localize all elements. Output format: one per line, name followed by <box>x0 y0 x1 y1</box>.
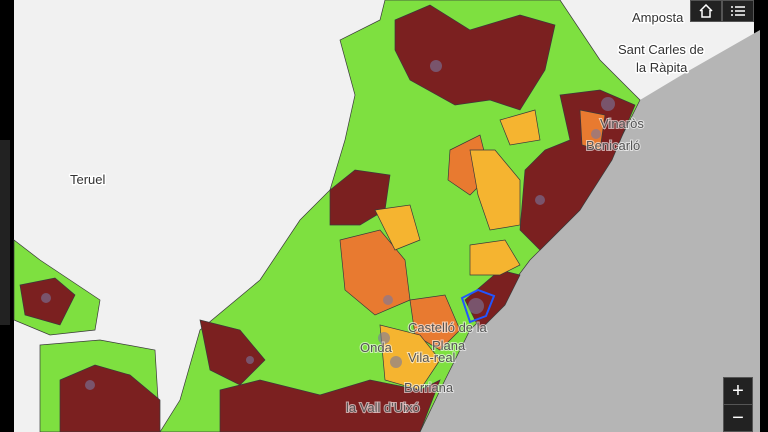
legend-button[interactable] <box>722 0 754 22</box>
place-label: Benicarló <box>586 138 640 153</box>
place-label: Sant Carles de <box>618 42 704 57</box>
region-orange <box>409 294 461 351</box>
place-label: la Vall d'Uixó <box>346 400 420 415</box>
marker <box>591 129 601 139</box>
region-yellow <box>499 109 541 146</box>
markers <box>41 60 615 390</box>
region-red <box>519 89 636 251</box>
municipalities <box>13 0 641 432</box>
region-yellow <box>379 324 441 391</box>
selected-area <box>460 288 496 324</box>
place-label: Plana <box>432 338 466 353</box>
place-label: Castelló de la <box>408 320 488 335</box>
marker <box>535 195 545 205</box>
marker <box>601 97 615 111</box>
place-label: Amposta <box>632 10 684 25</box>
region-yellow <box>469 149 521 231</box>
marker <box>246 356 254 364</box>
place-label: Vila-real <box>408 350 456 365</box>
marker <box>383 295 393 305</box>
zoom-out-button[interactable]: − <box>723 404 753 432</box>
list-icon <box>731 6 745 16</box>
place-label: Borriana <box>404 380 454 395</box>
region-orange <box>579 109 606 151</box>
marker <box>468 298 484 314</box>
side-panel-handle <box>0 140 10 325</box>
marker <box>390 356 402 368</box>
region-red <box>199 319 266 386</box>
place-label: Teruel <box>70 172 106 187</box>
region-red <box>394 4 556 111</box>
sea <box>420 30 760 432</box>
region-yellow <box>469 239 521 276</box>
place-label: Vinaròs <box>600 116 644 131</box>
place-label: la Ràpita <box>636 60 688 75</box>
home-button[interactable] <box>690 0 722 22</box>
zoom-in-button[interactable]: + <box>723 377 753 405</box>
marker <box>430 60 442 72</box>
region-red <box>59 364 161 432</box>
marker <box>378 332 390 344</box>
place-label: Onda <box>360 340 393 355</box>
marker <box>41 293 51 303</box>
marker <box>85 380 95 390</box>
region-yellow <box>374 204 421 251</box>
home-icon <box>699 4 713 18</box>
